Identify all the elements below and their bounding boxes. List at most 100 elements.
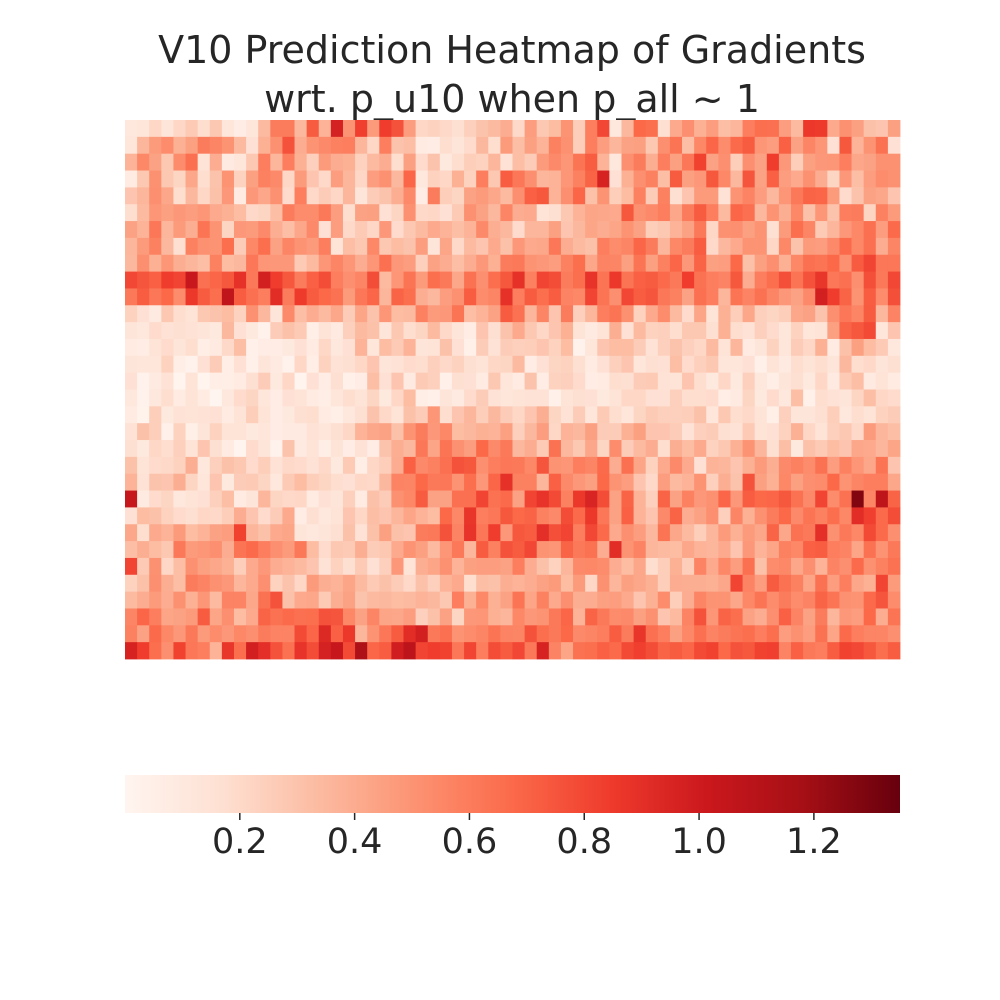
heatmap-cell <box>754 524 768 542</box>
heatmap-cell <box>524 456 538 475</box>
heatmap-cell <box>633 541 647 559</box>
heatmap-cell <box>330 456 344 475</box>
heatmap-cell <box>706 338 719 357</box>
heatmap-cell <box>233 322 247 340</box>
heatmap-cell <box>391 254 404 272</box>
heatmap-cell <box>585 153 598 171</box>
heatmap-cell <box>330 574 344 593</box>
heatmap-cell <box>766 625 780 643</box>
heatmap-cell <box>609 406 622 424</box>
heatmap-cell <box>500 389 513 407</box>
heatmap-cell <box>330 541 344 559</box>
heatmap-cell <box>791 608 804 626</box>
heatmap-cell <box>803 456 816 475</box>
heatmap-cell <box>161 389 174 407</box>
heatmap-cell <box>318 187 332 205</box>
heatmap-cell <box>233 625 247 643</box>
heatmap-cell <box>415 524 429 542</box>
heatmap-cell <box>233 271 247 289</box>
heatmap-cell <box>633 389 647 407</box>
heatmap-cell <box>161 136 174 155</box>
heatmap-cell <box>367 473 380 491</box>
heatmap-cell <box>464 254 477 272</box>
heatmap-cell <box>585 254 598 272</box>
heatmap-cell <box>246 187 259 205</box>
heatmap-cell <box>306 507 320 525</box>
heatmap-cell <box>488 322 501 340</box>
heatmap-cell <box>597 170 610 188</box>
heatmap-cell <box>342 120 356 138</box>
heatmap-cell <box>161 338 174 357</box>
heatmap-cell <box>766 271 780 289</box>
heatmap-cell <box>887 170 901 188</box>
heatmap-cell <box>887 322 901 340</box>
heatmap-cell <box>403 338 417 357</box>
heatmap-cell <box>754 305 768 323</box>
heatmap-cell <box>875 507 889 525</box>
heatmap-cell <box>125 322 138 340</box>
heatmap-cell <box>209 490 223 508</box>
heatmap-cell <box>294 423 308 441</box>
heatmap-cell <box>682 271 695 289</box>
heatmap-cell <box>318 204 332 222</box>
heatmap-cell <box>246 625 259 643</box>
heatmap-cell <box>125 170 138 188</box>
heatmap-cell <box>161 237 174 256</box>
heatmap-cell <box>609 423 622 441</box>
heatmap-cell <box>742 271 756 289</box>
heatmap-cell <box>887 153 901 171</box>
heatmap-cell <box>185 507 199 525</box>
heatmap-cell <box>330 608 344 626</box>
heatmap-cell <box>803 338 816 357</box>
heatmap-cell <box>500 557 513 576</box>
heatmap-cell <box>221 406 235 424</box>
heatmap-cell <box>597 423 610 441</box>
heatmap-cell <box>185 440 199 458</box>
heatmap-cell <box>233 406 247 424</box>
heatmap-cell <box>342 524 356 542</box>
heatmap-cell <box>415 204 429 222</box>
heatmap-cell <box>621 288 634 306</box>
heatmap-cell <box>282 524 295 542</box>
heatmap-cell <box>548 423 562 441</box>
heatmap-cell <box>125 237 138 256</box>
heatmap-cell <box>669 574 683 593</box>
heatmap-cell <box>488 608 501 626</box>
heatmap-cell <box>379 288 392 306</box>
heatmap-cell <box>125 221 138 239</box>
heatmap-cell <box>246 237 259 256</box>
heatmap-cell <box>766 204 780 222</box>
heatmap-cell <box>803 187 816 205</box>
heatmap-cell <box>282 305 295 323</box>
heatmap-cell <box>125 625 138 643</box>
heatmap-cell <box>161 187 174 205</box>
heatmap-cell <box>548 120 562 138</box>
heatmap-cell <box>669 170 683 188</box>
heatmap-cell <box>161 170 174 188</box>
heatmap-cell <box>221 625 235 643</box>
heatmap-cell <box>573 338 586 357</box>
heatmap-cell <box>669 136 683 155</box>
chart-title-line-2: wrt. p_u10 when p_all ~ 1 <box>264 77 760 121</box>
heatmap-cell <box>791 473 804 491</box>
heatmap-cell <box>500 625 513 643</box>
heatmap-cell <box>427 574 441 593</box>
heatmap-cell <box>451 524 465 542</box>
heatmap-cell <box>573 221 586 239</box>
heatmap-cell <box>791 625 804 643</box>
heatmap-cell <box>318 557 332 576</box>
heatmap-cell <box>718 524 731 542</box>
heatmap-cell <box>367 271 380 289</box>
heatmap-cell <box>827 473 840 491</box>
heatmap-cell <box>536 490 550 508</box>
heatmap-cell <box>403 473 417 491</box>
heatmap-cell <box>427 389 441 407</box>
heatmap-cell <box>778 237 792 256</box>
heatmap-cell <box>209 170 223 188</box>
heatmap-cell <box>270 490 283 508</box>
heatmap-cell <box>246 254 259 272</box>
heatmap-cell <box>197 625 211 643</box>
heatmap-cell <box>706 473 719 491</box>
heatmap-cell <box>427 288 441 306</box>
heatmap-cell <box>803 557 816 576</box>
